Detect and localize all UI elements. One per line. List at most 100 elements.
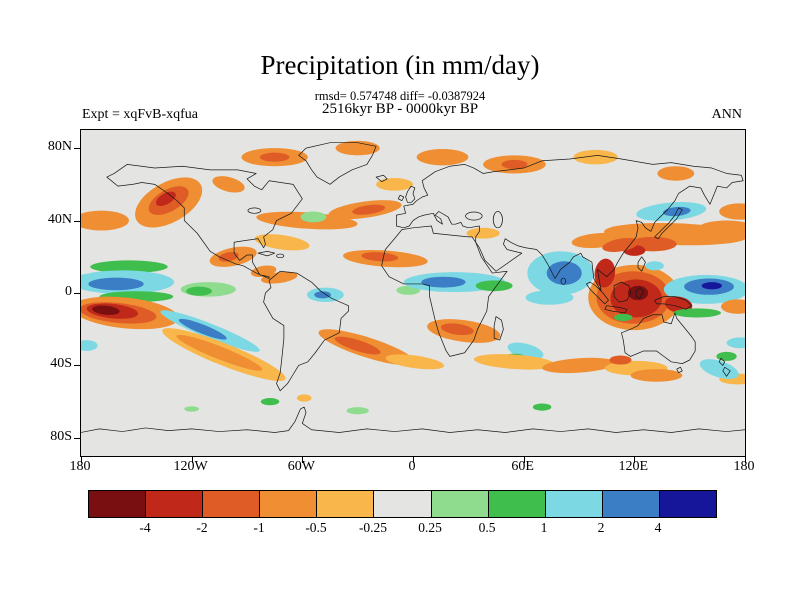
anomaly-region bbox=[300, 211, 327, 223]
colorbar-segment bbox=[431, 491, 489, 517]
coastline-hispaniola bbox=[276, 253, 285, 259]
anomaly-region bbox=[212, 176, 245, 193]
colorbar-tick-label: 4 bbox=[654, 520, 662, 535]
lon-tick-mark bbox=[523, 457, 525, 463]
anomaly-region bbox=[385, 354, 445, 370]
lon-tick-label: 180 bbox=[69, 459, 91, 474]
anomaly-region bbox=[473, 354, 555, 370]
coastline-japan bbox=[654, 207, 683, 240]
world-map-svg bbox=[81, 140, 745, 433]
lat-tick-label: 0 bbox=[65, 284, 72, 299]
colorbar-segment bbox=[260, 491, 318, 517]
colorbar-segment bbox=[317, 491, 375, 517]
anomaly-region bbox=[176, 334, 263, 371]
anomaly-region bbox=[421, 276, 466, 288]
coastline-sri-lanka bbox=[560, 277, 566, 285]
colorbar-tick-label: -4 bbox=[139, 520, 151, 535]
lat-tick-mark bbox=[74, 365, 80, 367]
lat-tick-label: 40N bbox=[47, 211, 72, 227]
stats-line: rmsd= 0.574748 diff= -0.0387924 bbox=[314, 89, 486, 103]
coastline-java bbox=[604, 305, 628, 314]
anomaly-region bbox=[361, 252, 399, 262]
coastline-eurasia bbox=[396, 154, 744, 292]
coastline-iceland bbox=[375, 174, 388, 182]
anomaly-region bbox=[90, 260, 168, 274]
lon-axis-labels: 180 120W 60W 0 60E 120E 180 bbox=[70, 459, 755, 477]
coastline-north-america bbox=[106, 164, 303, 279]
lat-tick-label: 40S bbox=[50, 356, 72, 372]
anomaly-region bbox=[673, 308, 722, 318]
coastline-borneo bbox=[613, 281, 632, 303]
colorbar-segment bbox=[545, 491, 603, 517]
anomaly-region bbox=[155, 191, 176, 207]
anomaly-region bbox=[614, 313, 633, 322]
anomaly-region bbox=[701, 282, 722, 290]
anomaly-region bbox=[260, 398, 280, 406]
coastline-new-zealand-south bbox=[722, 366, 731, 377]
coastline-madagascar bbox=[493, 316, 504, 341]
coastline-africa bbox=[381, 225, 508, 357]
anomaly-region bbox=[218, 251, 239, 262]
colorbar-tick-label: 1 bbox=[540, 520, 548, 535]
anomaly-region bbox=[92, 305, 120, 315]
coastline-tasmania bbox=[676, 366, 683, 374]
coastline-great-lakes bbox=[247, 207, 262, 214]
lat-tick-mark bbox=[74, 220, 80, 222]
anomaly-region bbox=[573, 149, 618, 165]
anomaly-region bbox=[259, 152, 290, 162]
anomaly-region bbox=[532, 403, 552, 411]
colorbar-segment bbox=[89, 491, 147, 517]
anomaly-region bbox=[254, 234, 310, 251]
colorbar-segment bbox=[203, 491, 261, 517]
lat-tick-label: 80S bbox=[50, 428, 72, 444]
anomaly-region bbox=[475, 280, 513, 292]
anomaly-region bbox=[296, 394, 312, 402]
anomaly-region bbox=[376, 177, 413, 191]
anomaly-region bbox=[546, 261, 582, 285]
anomaly-region bbox=[352, 204, 386, 215]
colorbar-tick-label: -2 bbox=[196, 520, 208, 535]
colorbar-segment bbox=[374, 491, 432, 517]
anomaly-region bbox=[719, 203, 745, 220]
anomaly-region bbox=[721, 299, 745, 314]
colorbar-tick-label: 2 bbox=[597, 520, 605, 535]
anomaly-region bbox=[186, 286, 212, 296]
anomaly-region bbox=[645, 261, 664, 271]
lon-tick-label: 120W bbox=[173, 459, 208, 474]
anomaly-region bbox=[184, 406, 200, 412]
colorbar-tick-label: 0.25 bbox=[418, 520, 442, 535]
colorbar-segment bbox=[146, 491, 204, 517]
coastline-new-zealand-north bbox=[718, 357, 726, 366]
anomaly-region bbox=[440, 323, 474, 336]
anomaly-region bbox=[594, 258, 616, 288]
coastline-caspian-sea bbox=[492, 211, 503, 229]
coastline-australia bbox=[621, 312, 696, 364]
lon-tick-mark bbox=[81, 457, 82, 463]
lon-tick-mark bbox=[191, 457, 193, 463]
comparison-line: 2516kyr BP - 0000kyr BP bbox=[321, 101, 479, 117]
anomaly-region bbox=[698, 220, 745, 236]
anomaly-region bbox=[466, 227, 500, 239]
anomaly-region bbox=[525, 290, 574, 305]
anomaly-region bbox=[178, 318, 227, 340]
plot-title: Precipitation (in mm/day) bbox=[260, 50, 540, 80]
lat-tick-mark bbox=[74, 437, 80, 439]
season-label: ANN bbox=[711, 107, 742, 122]
lon-tick-label: 120E bbox=[618, 459, 649, 474]
anomaly-region bbox=[314, 291, 331, 299]
coastline-new-guinea bbox=[654, 296, 692, 310]
lon-tick-label: 180 bbox=[733, 459, 755, 474]
coastline-antarctica bbox=[81, 406, 745, 433]
anomaly-region bbox=[416, 149, 469, 166]
lat-tick-label: 80N bbox=[47, 139, 72, 155]
anomaly-region bbox=[699, 359, 739, 379]
coastline-britain bbox=[405, 185, 416, 203]
lon-tick-label: 60W bbox=[287, 459, 315, 474]
lon-tick-mark bbox=[634, 457, 636, 463]
anomaly-region bbox=[657, 166, 695, 181]
colorbar-segment bbox=[602, 491, 660, 517]
coastline-cuba bbox=[257, 250, 276, 257]
coastline-south-america bbox=[263, 270, 349, 392]
anomaly-region bbox=[630, 369, 683, 382]
